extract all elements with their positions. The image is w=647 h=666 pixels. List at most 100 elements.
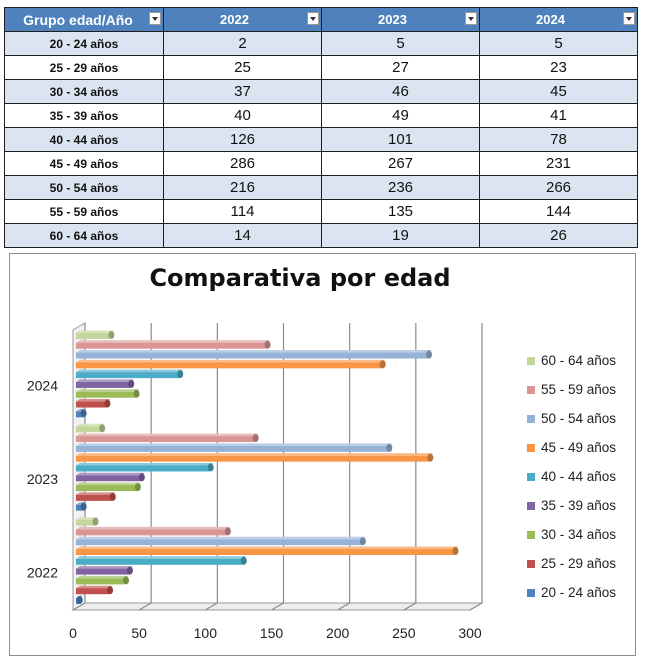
dropdown-arrow-icon[interactable] (465, 12, 477, 25)
dropdown-arrow-icon[interactable] (623, 12, 635, 25)
bar-top (76, 443, 393, 446)
bar-top (76, 379, 135, 382)
value-cell[interactable]: 37 (163, 79, 322, 104)
legend-swatch (527, 415, 535, 423)
value-cell[interactable]: 26 (479, 223, 638, 248)
bar-top (76, 526, 231, 530)
bar (76, 465, 210, 472)
age-group-cell[interactable]: 20 - 24 años (4, 31, 164, 56)
value-cell[interactable]: 27 (321, 55, 480, 80)
value-cell[interactable]: 41 (479, 103, 638, 128)
bar (76, 568, 129, 575)
category-label: 2023 (27, 471, 58, 487)
bar (76, 362, 382, 369)
value-cell[interactable]: 135 (321, 199, 480, 224)
bar (76, 426, 102, 433)
gridline-floor (138, 602, 152, 611)
bar-top (76, 585, 114, 589)
value-cell[interactable]: 78 (479, 127, 638, 152)
bar-top (76, 359, 386, 363)
bar-end (108, 330, 115, 339)
bar-end (264, 340, 271, 349)
bar (76, 588, 110, 595)
age-group-cell[interactable]: 50 - 54 años (4, 175, 164, 200)
bar-top (76, 536, 366, 540)
bar (76, 372, 180, 379)
value-cell[interactable]: 236 (321, 175, 480, 200)
table-row: 20 - 24 años 2 5 5 (4, 31, 638, 56)
value-cell[interactable]: 46 (321, 79, 480, 104)
dropdown-arrow-icon[interactable] (149, 12, 161, 25)
value-cell[interactable]: 216 (163, 175, 322, 200)
bar-end (104, 399, 111, 408)
value-cell[interactable]: 144 (479, 199, 638, 224)
bar-end (240, 556, 247, 565)
bar-end (452, 547, 459, 555)
gridline-floor (469, 602, 483, 611)
bar-end (99, 424, 106, 433)
bar-top (76, 556, 247, 559)
bar (76, 494, 112, 501)
legend-label: 50 - 54 años (541, 411, 616, 426)
header-age-group[interactable]: Grupo edad/Año (4, 7, 164, 32)
legend-swatch (527, 386, 535, 394)
value-cell[interactable]: 5 (479, 31, 638, 56)
x-tick-label: 150 (260, 625, 284, 641)
bar-end (92, 517, 99, 526)
age-group-cell[interactable]: 45 - 49 años (4, 151, 164, 176)
value-cell[interactable]: 5 (321, 31, 480, 56)
value-cell[interactable]: 19 (321, 223, 480, 248)
bar (76, 381, 131, 388)
legend-label: 20 - 24 años (541, 585, 616, 600)
table-row: 25 - 29 años 25 27 23 (4, 55, 638, 80)
table-row: 50 - 54 años 216 236 266 (4, 175, 638, 200)
legend-swatch (527, 560, 535, 568)
bar-end (427, 453, 434, 462)
value-cell[interactable]: 231 (479, 151, 638, 176)
bar (76, 401, 107, 408)
bar-end (134, 483, 141, 492)
bar-top (76, 350, 433, 353)
legend-label: 35 - 39 años (541, 498, 616, 513)
bar (76, 455, 430, 462)
bar (76, 411, 83, 418)
header-year-2024[interactable]: 2024 (479, 7, 638, 32)
bar-top (76, 566, 133, 569)
bar-end (126, 566, 133, 575)
bar (76, 475, 141, 482)
dropdown-arrow-icon[interactable] (307, 12, 319, 25)
bar-top (76, 340, 271, 343)
bar-top (76, 330, 115, 333)
value-cell[interactable]: 2 (163, 31, 322, 56)
table-row: 60 - 64 años 14 19 26 (4, 223, 638, 248)
legend-swatch (527, 473, 535, 481)
bar-end (138, 473, 145, 482)
age-group-cell[interactable]: 30 - 34 años (4, 79, 164, 104)
bar-end (128, 379, 135, 388)
bar (76, 549, 455, 555)
bar-top (76, 423, 106, 427)
header-year-2023[interactable]: 2023 (321, 7, 480, 32)
legend-swatch (527, 357, 535, 365)
bar-top (76, 575, 129, 579)
value-cell[interactable]: 101 (321, 127, 480, 152)
bar-top (76, 389, 140, 392)
bar-end (80, 502, 87, 511)
value-cell[interactable]: 14 (163, 223, 322, 248)
gridline-floor (337, 602, 350, 611)
value-cell[interactable]: 45 (479, 79, 638, 104)
x-tick-label: 50 (131, 625, 147, 641)
header-year-2022[interactable]: 2022 (163, 7, 322, 32)
bar-end (252, 434, 259, 443)
bar (76, 436, 255, 443)
table-header-row: Grupo edad/Año 2022 2023 2024 (4, 7, 638, 32)
bar-top (76, 369, 184, 373)
bar-end (207, 463, 214, 472)
bar (76, 519, 95, 526)
age-group-cell[interactable]: 60 - 64 años (4, 223, 164, 248)
legend-swatch (527, 531, 535, 539)
bar-top (76, 472, 145, 476)
header-year-label: 2023 (378, 12, 407, 27)
bar-top (76, 399, 111, 402)
